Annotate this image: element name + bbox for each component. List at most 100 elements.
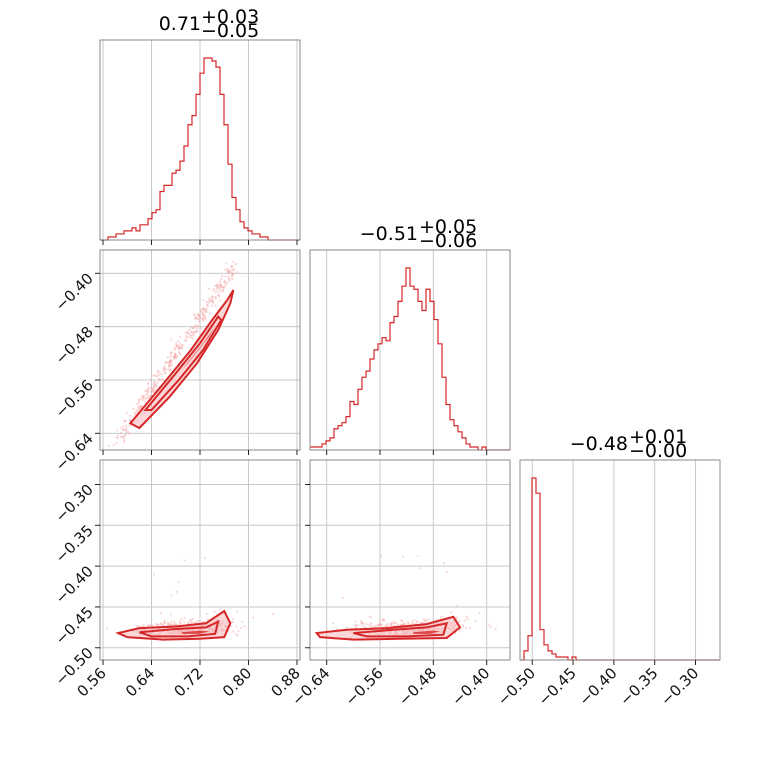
scatter-point — [121, 428, 124, 432]
scatter-point — [217, 285, 220, 289]
scatter-point — [181, 347, 184, 350]
scatter-point — [164, 361, 167, 365]
scatter-point — [202, 298, 205, 302]
scatter-point — [222, 287, 225, 290]
scatter-point — [198, 313, 201, 317]
scatter-point — [177, 581, 180, 584]
scatter-point — [120, 426, 123, 429]
scatter-point — [152, 383, 155, 386]
scatter-point — [183, 616, 186, 620]
scatter-point — [173, 348, 177, 351]
ytick-label-r2-3: −0.35 — [52, 521, 97, 566]
scatter-point — [153, 380, 156, 384]
scatter-point — [219, 283, 222, 286]
panel-frame-r1c1 — [309, 249, 511, 451]
scatter-point — [156, 369, 159, 372]
scatter-point — [188, 334, 191, 337]
scatter-point — [164, 368, 167, 372]
scatter-point — [162, 367, 165, 370]
scatter-point — [213, 287, 216, 291]
scatter-point — [208, 300, 212, 303]
scatter-point — [198, 320, 201, 323]
scatter-point — [116, 434, 120, 437]
scatter-point — [214, 304, 217, 307]
scatter-point — [203, 315, 206, 318]
scatter-point — [167, 361, 170, 364]
scatter-point — [226, 269, 229, 272]
scatter-point — [365, 623, 368, 626]
scatter-point — [126, 432, 130, 435]
scatter-point — [123, 419, 126, 422]
scatter-point — [135, 409, 138, 412]
scatter-point — [219, 607, 222, 610]
scatter-point — [129, 414, 132, 418]
scatter-point — [465, 615, 468, 618]
scatter-point — [187, 621, 190, 624]
scatter-point — [146, 382, 150, 385]
scatter-point — [164, 371, 167, 374]
scatter-point — [163, 365, 167, 368]
scatter-point — [147, 386, 150, 389]
scatter-point — [189, 618, 193, 621]
scatter-point — [233, 268, 236, 272]
scatter-point — [197, 317, 200, 321]
scatter-point — [136, 403, 139, 406]
scatter-point — [214, 290, 217, 293]
scatter-point — [176, 345, 179, 348]
scatter-point — [219, 283, 222, 287]
scatter-point — [153, 385, 156, 388]
scatter-point — [186, 335, 189, 338]
scatter-point — [217, 290, 220, 293]
scatter-panel-p2-p3-contour-outer — [314, 615, 462, 641]
scatter-point — [137, 400, 141, 403]
scatter-point — [180, 346, 183, 350]
scatter-point — [224, 268, 227, 271]
scatter-point — [219, 285, 223, 288]
scatter-point — [230, 268, 234, 272]
scatter-point — [194, 318, 197, 321]
scatter-point — [228, 271, 232, 274]
scatter-point — [159, 612, 162, 615]
scatter-panel-p2-p3-contour-mid — [353, 621, 449, 638]
scatter-point — [214, 284, 217, 288]
scatter-point — [382, 618, 385, 621]
ytick-label-r2-1: −0.45 — [52, 603, 97, 648]
scatter-point — [466, 618, 469, 621]
scatter-point — [463, 619, 467, 622]
title-param-1-plus: +0.03 — [201, 6, 259, 28]
scatter-point — [198, 314, 201, 317]
scatter-point — [199, 327, 202, 330]
scatter-point — [210, 299, 213, 303]
scatter-point — [190, 331, 193, 335]
scatter-point — [119, 431, 122, 434]
scatter-point — [205, 309, 208, 313]
scatter-point — [146, 392, 149, 395]
scatter-point — [142, 398, 145, 402]
scatter-point — [445, 570, 449, 574]
scatter-point — [177, 340, 180, 343]
scatter-point — [172, 357, 176, 360]
scatter-point — [145, 388, 148, 391]
scatter-point — [126, 430, 130, 433]
scatter-point — [201, 620, 204, 623]
scatter-point — [144, 397, 148, 400]
scatter-panel-p1-p3-contour-outer — [115, 609, 232, 641]
scatter-point — [391, 622, 394, 625]
scatter-point — [170, 359, 173, 362]
scatter-point — [224, 283, 228, 286]
scatter-point — [123, 434, 126, 438]
scatter-panel-p1-p3 — [106, 557, 275, 642]
scatter-point — [377, 623, 380, 626]
scatter-point — [124, 434, 127, 437]
scatter-point — [192, 326, 195, 330]
scatter-point — [174, 346, 177, 349]
scatter-point — [378, 623, 381, 626]
scatter-point — [219, 278, 223, 281]
scatter-point — [235, 610, 239, 613]
scatter-point — [155, 624, 159, 627]
grid-layer — [100, 40, 697, 660]
scatter-point — [128, 432, 131, 435]
scatter-panel-p1-p3-contour-mid — [139, 619, 220, 638]
scatter-point — [152, 374, 155, 377]
scatter-point — [187, 622, 190, 625]
